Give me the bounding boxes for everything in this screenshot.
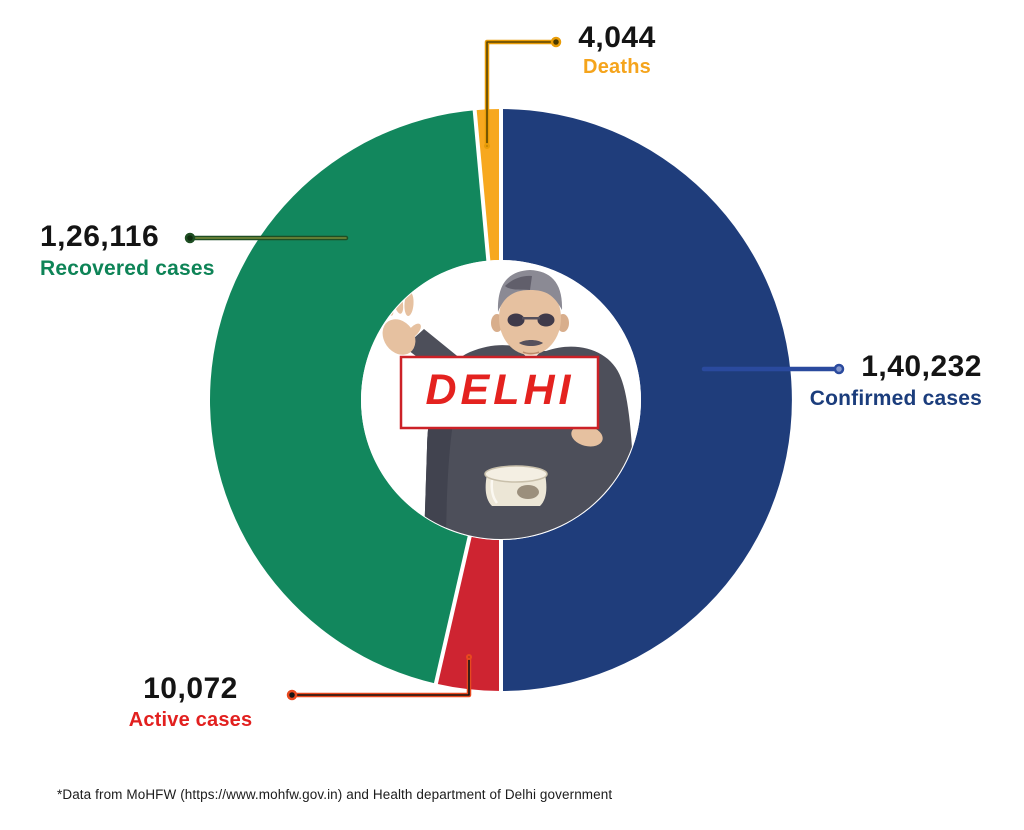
leader-dot-confirmed — [833, 363, 845, 375]
donut-slice-recovered — [209, 110, 489, 684]
leader-line-deaths — [486, 41, 557, 147]
active-value: 10,072 — [143, 672, 238, 705]
glass-jar — [484, 465, 548, 506]
donut-slice-confirmed — [501, 109, 792, 691]
leader-dot-active — [465, 653, 473, 661]
person-head — [491, 270, 569, 355]
recovered-callout: 1,26,116 Recovered cases — [40, 221, 215, 280]
leader-dot-deaths — [550, 36, 562, 48]
recovered-label: Recovered cases — [40, 256, 215, 280]
deaths-label: Deaths — [583, 55, 651, 78]
slice-separators — [433, 107, 503, 693]
delhi-sign: DELHI — [399, 355, 600, 430]
confirmed-callout: 1,40,232 Confirmed cases — [810, 351, 982, 410]
leader-dot-deaths — [483, 142, 491, 150]
recovered-value: 1,26,116 — [40, 220, 160, 253]
donut-slice-active — [435, 536, 501, 691]
center-person-illustration: DELHI — [362, 270, 635, 539]
delhi-sign-text: DELHI — [426, 366, 575, 414]
person-pointing-hand — [571, 425, 603, 447]
confirmed-label: Confirmed cases — [809, 386, 982, 410]
slice-separator — [433, 534, 473, 687]
donut-slice-deaths — [474, 109, 501, 261]
donut-slices-layer — [209, 109, 792, 691]
deaths-value: 4,044 — [578, 21, 656, 54]
leader-line-active — [291, 656, 470, 696]
confirmed-value: 1,40,232 — [861, 350, 982, 383]
leader-dot-recovered — [184, 232, 196, 244]
deaths-callout: 4,044 Deaths — [553, 22, 681, 78]
leader-dot-active — [286, 689, 298, 701]
data-source-footnote: *Data from MoHFW (https://www.mohfw.gov.… — [57, 787, 613, 802]
slice-separator — [472, 108, 491, 263]
active-label: Active cases — [128, 708, 253, 731]
active-callout: 10,072 Active cases — [113, 673, 268, 731]
leader-lines-layer — [184, 36, 845, 701]
